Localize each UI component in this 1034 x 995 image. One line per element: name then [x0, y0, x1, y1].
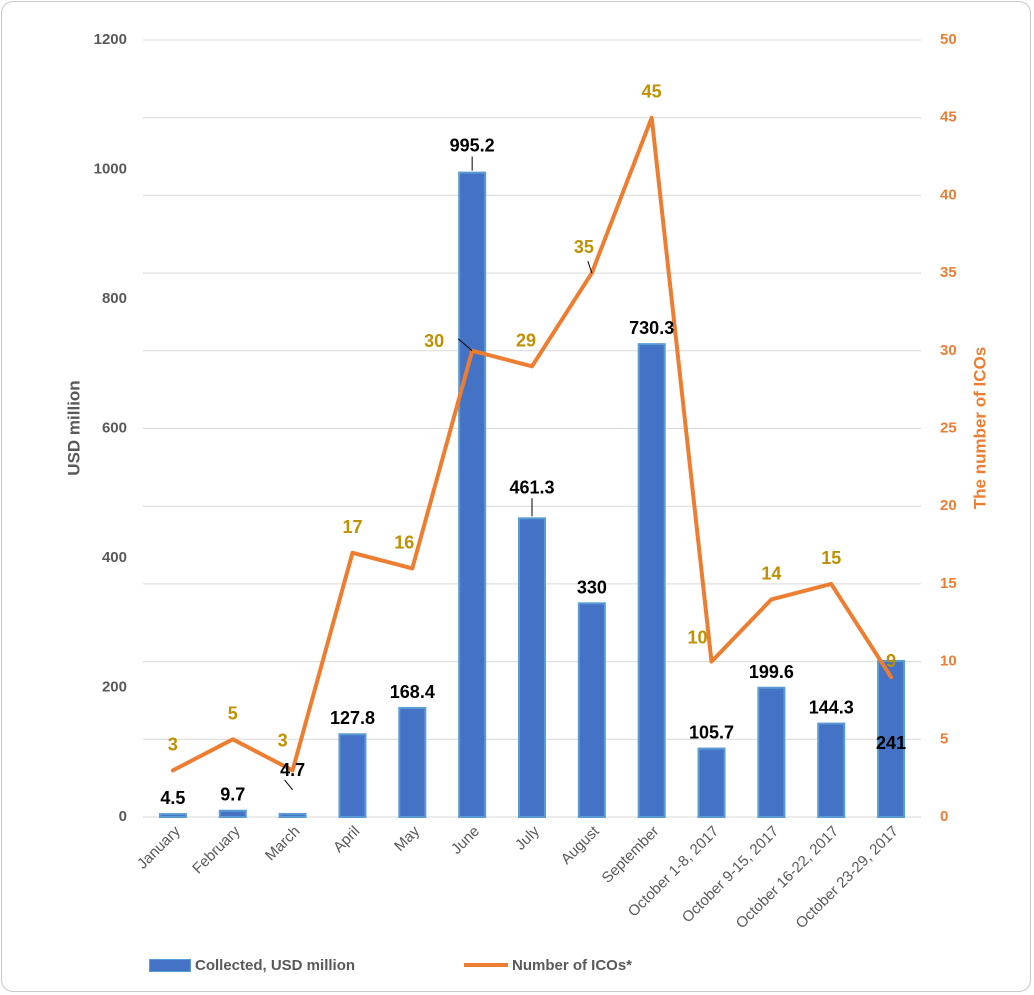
bar-value-label: 330: [577, 577, 607, 597]
left-axis-ticks: 0 200 400 600 800 1000 1200: [94, 31, 127, 825]
category-axis-labels: January February March April May June July Augu…: [134, 822, 902, 932]
right-tick-label: 35: [940, 264, 957, 281]
line-value-label: 16: [394, 532, 414, 552]
bar-value-label: 9.7: [220, 785, 245, 805]
legend-label-line: Number of ICOs*: [512, 956, 633, 974]
bar: [458, 171, 487, 819]
category-label: August: [558, 822, 604, 868]
bar: [338, 733, 367, 819]
bar-value-label: 4.7: [280, 760, 305, 780]
line-value-label: 30: [424, 331, 444, 351]
bar: [398, 706, 427, 818]
right-tick-label: 25: [940, 419, 957, 436]
line-value-label: 14: [761, 563, 781, 583]
left-axis-title: USD million: [64, 380, 83, 475]
leader-line: [457, 338, 473, 352]
line-value-label: 29: [516, 330, 536, 350]
line-value-label: 5: [228, 703, 238, 723]
line-value-label: 3: [278, 730, 288, 750]
bar: [637, 343, 666, 818]
bar-value-label: 168.4: [390, 682, 435, 702]
category-label: October 16-22, 2017: [733, 823, 842, 932]
bar: [877, 659, 906, 819]
bar-value-label: 995.2: [450, 136, 495, 156]
line-series: [170, 115, 894, 773]
right-tick-label: 40: [940, 186, 957, 203]
left-tick-label: 200: [102, 678, 127, 695]
bar: [218, 809, 247, 818]
legend-item-line: Number of ICOs*: [464, 953, 632, 977]
gridlines: [143, 39, 921, 818]
bar: [757, 686, 786, 818]
legend-item-bars: Collected, USD million: [149, 953, 355, 977]
legend-swatch-line: [464, 963, 508, 967]
bar-value-label: 127.8: [330, 708, 375, 728]
left-tick-label: 400: [102, 549, 127, 566]
bar-value-label: 199.6: [749, 662, 794, 682]
right-tick-label: 30: [940, 342, 957, 359]
right-tick-label: 10: [940, 653, 957, 670]
category-label: February: [189, 822, 244, 877]
line-value-label: 45: [642, 82, 662, 102]
bar-value-label: 4.5: [160, 788, 185, 808]
left-tick-label: 1200: [94, 31, 127, 48]
right-tick-label: 20: [940, 497, 957, 514]
category-label: January: [134, 822, 184, 872]
line-value-label: 15: [821, 548, 841, 568]
line-value-label: 9: [886, 651, 896, 671]
left-tick-label: 1000: [94, 160, 127, 177]
right-axis-ticks: 0 5 10 15 20 25 30 35 40 45 50: [940, 31, 957, 825]
legend-swatch-bars: [149, 958, 191, 972]
line-path: [170, 115, 894, 773]
left-tick-label: 600: [102, 419, 127, 436]
bar: [518, 517, 546, 818]
category-label: March: [262, 823, 303, 864]
leader-line: [284, 779, 294, 791]
label-leader-lines: [284, 156, 593, 791]
category-label: October 23-29, 2017: [793, 823, 902, 932]
right-tick-label: 0: [940, 808, 948, 825]
right-tick-label: 15: [940, 575, 957, 592]
bar-value-label: 730.3: [629, 318, 674, 338]
right-tick-label: 5: [940, 730, 948, 747]
line-value-label: 17: [342, 517, 362, 537]
line-value-label: 10: [688, 628, 708, 648]
bar: [577, 602, 606, 819]
line-value-label: 3: [168, 734, 178, 754]
bar: [278, 812, 307, 818]
bar: [697, 747, 726, 819]
left-tick-label: 800: [102, 290, 127, 307]
bar: [817, 722, 846, 818]
bar-value-label: 144.3: [809, 698, 854, 718]
bar-data-labels: 4.5 9.74.7127.8168.4995.2461.3330730.3105…: [160, 136, 906, 808]
left-tick-label: 0: [119, 808, 127, 825]
bar-value-label: 461.3: [509, 477, 554, 497]
right-tick-label: 50: [940, 31, 957, 48]
category-label: July: [512, 822, 543, 853]
right-axis-title: The number of ICOs: [970, 347, 989, 509]
category-label: April: [330, 823, 363, 856]
legend-label-bars: Collected, USD million: [195, 956, 356, 974]
bar-value-label: 105.7: [689, 723, 734, 743]
category-label: June: [448, 823, 483, 858]
category-label: May: [391, 822, 423, 854]
leader-line: [587, 260, 593, 274]
bar: [158, 813, 187, 818]
category-label: September: [599, 823, 663, 887]
right-tick-label: 45: [940, 109, 957, 126]
bar-series: [158, 171, 906, 819]
bar-value-label: 241: [876, 733, 906, 753]
line-value-label: 35: [574, 237, 594, 257]
